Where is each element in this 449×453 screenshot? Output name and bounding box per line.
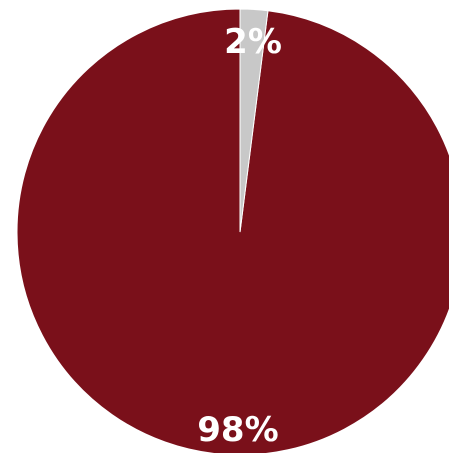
pie-slice-label-0: 98% [197,410,278,450]
pie-slice-0 [16,8,449,453]
pie-labels: 98% 2% [197,22,282,450]
pie-slice-label-1: 2% [224,22,282,62]
pie-slice-1 [239,8,269,233]
pie-slices [16,8,449,453]
